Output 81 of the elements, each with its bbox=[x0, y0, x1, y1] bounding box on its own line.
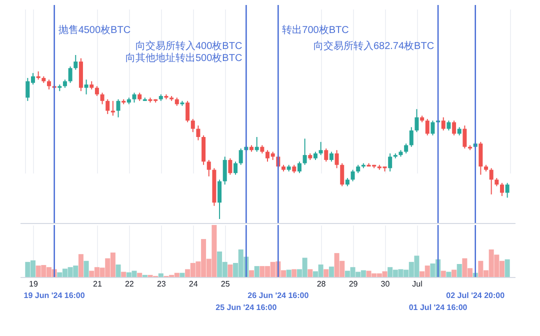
bar bbox=[84, 260, 89, 277]
candlestick bbox=[489, 168, 494, 195]
bar bbox=[137, 272, 142, 277]
candlestick bbox=[425, 118, 430, 136]
ref-line-label: 25 Jun '24 16:00 bbox=[216, 303, 278, 312]
candlestick bbox=[441, 116, 446, 131]
ref-line-label: 02 Jul '24 20:00 bbox=[446, 291, 506, 300]
candlestick bbox=[132, 92, 136, 104]
bar bbox=[180, 272, 185, 277]
candlestick bbox=[238, 148, 243, 166]
ref-line-label: 19 Jun '24 16:00 bbox=[24, 291, 86, 300]
candlestick bbox=[302, 138, 307, 166]
candlestick bbox=[196, 125, 200, 141]
candlestick bbox=[462, 125, 467, 149]
bar bbox=[249, 270, 254, 277]
candlestick bbox=[500, 182, 504, 197]
candlestick bbox=[329, 151, 334, 162]
x-tick-label: 22 bbox=[124, 280, 134, 288]
x-tick-label: 23 bbox=[156, 280, 166, 288]
candlestick bbox=[452, 120, 456, 136]
x-tick-label: 19 bbox=[29, 280, 38, 288]
x-tick-label: 21 bbox=[92, 280, 102, 288]
x-tick-label: 28 bbox=[316, 280, 326, 288]
candlestick bbox=[340, 162, 344, 187]
bar bbox=[228, 264, 233, 277]
x-tick-label: 29 bbox=[348, 280, 358, 288]
candlestick bbox=[106, 98, 110, 115]
bar bbox=[440, 270, 446, 277]
candlestick bbox=[100, 92, 104, 105]
bar bbox=[254, 266, 260, 277]
candlestick bbox=[430, 120, 435, 136]
bar bbox=[452, 270, 457, 277]
x-tick-label: Jul bbox=[412, 280, 423, 288]
ref-line-label: 26 Jun '24 16:00 bbox=[248, 291, 310, 300]
candlestick bbox=[234, 161, 238, 176]
ref-line-label: 01 Jul '24 16:00 bbox=[408, 303, 468, 312]
candlestick bbox=[324, 148, 328, 162]
x-tick-label: 24 bbox=[188, 280, 198, 288]
candlestick bbox=[334, 150, 339, 169]
candlestick bbox=[478, 141, 483, 176]
bar bbox=[121, 272, 126, 277]
bar bbox=[158, 273, 164, 277]
candlestick bbox=[206, 159, 211, 177]
bar bbox=[446, 272, 452, 277]
x-tick-label: 25 bbox=[220, 280, 230, 288]
candlestick bbox=[297, 161, 302, 174]
bar bbox=[78, 254, 84, 277]
candlestick bbox=[414, 108, 419, 133]
ref-line-label: 向交易所转入400枚BTC 向其他地址转出500枚BTC bbox=[125, 40, 242, 64]
candlestick bbox=[505, 182, 510, 198]
ref-line-label: 向交易所转入682.74枚BTC bbox=[313, 40, 434, 52]
candlestick bbox=[116, 98, 120, 118]
candlestick bbox=[74, 54, 78, 70]
candlestick bbox=[254, 136, 259, 152]
bar bbox=[504, 259, 510, 277]
ref-line-label: 抛售4500枚BTC bbox=[58, 24, 131, 36]
candlestick bbox=[409, 126, 414, 148]
bar bbox=[286, 270, 292, 277]
candlestick bbox=[228, 158, 232, 176]
bar bbox=[292, 269, 297, 277]
candlestick bbox=[190, 118, 195, 133]
candlestick bbox=[46, 79, 51, 90]
ref-line-label: 转出700枚BTC bbox=[282, 24, 349, 36]
bar bbox=[456, 264, 462, 277]
candlestick bbox=[186, 100, 190, 123]
bar bbox=[328, 266, 334, 277]
candlestick bbox=[446, 120, 451, 131]
candlestick bbox=[222, 156, 227, 186]
candlestick bbox=[68, 66, 72, 84]
candlestick bbox=[388, 152, 392, 172]
candlestick bbox=[404, 143, 408, 154]
candlestick bbox=[218, 179, 222, 220]
candlestick bbox=[84, 79, 88, 95]
bar bbox=[116, 264, 121, 277]
x-tick-label: 30 bbox=[380, 280, 390, 288]
candlestick bbox=[94, 86, 99, 96]
candlestick bbox=[110, 100, 115, 116]
candlestick bbox=[318, 141, 323, 156]
bar bbox=[324, 269, 329, 277]
bar bbox=[308, 269, 313, 277]
candlestick bbox=[350, 169, 355, 182]
